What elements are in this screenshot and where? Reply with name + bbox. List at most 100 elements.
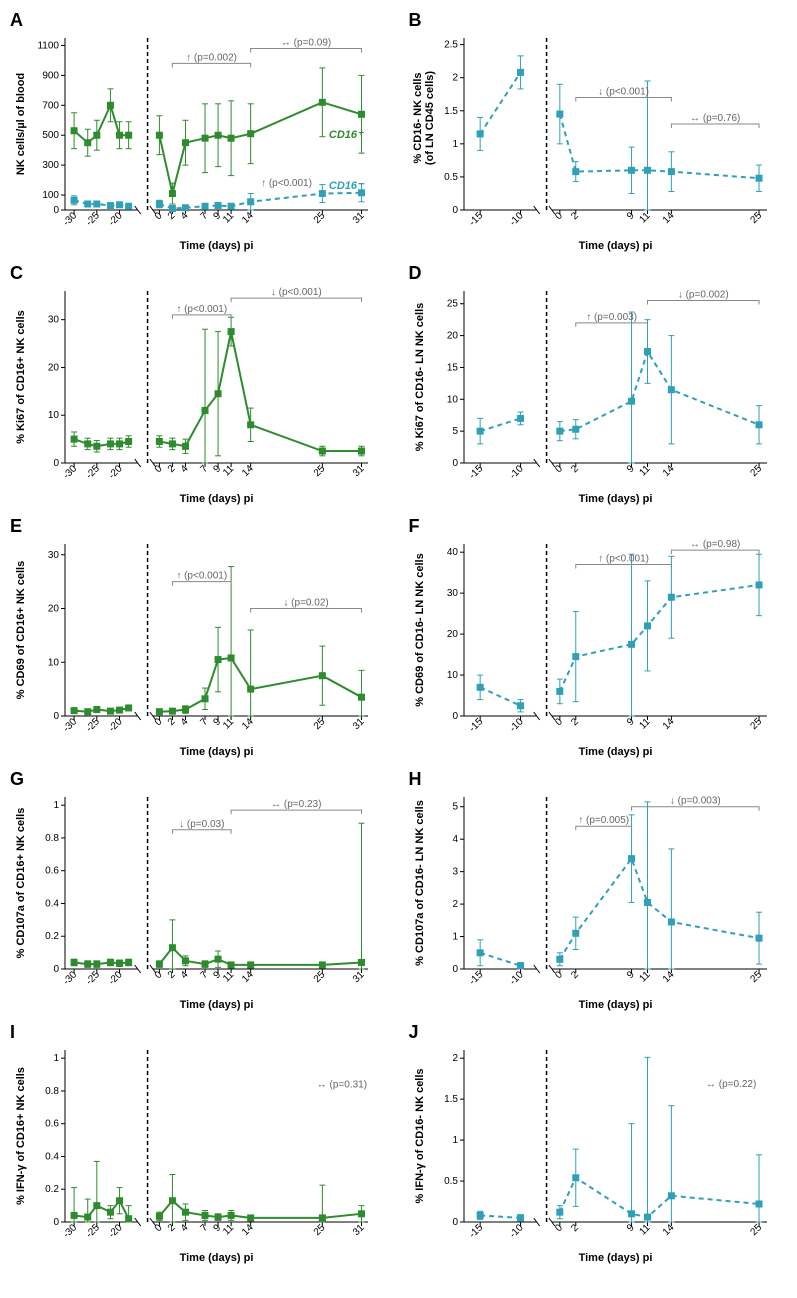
- svg-text:11: 11: [637, 1222, 652, 1237]
- svg-text:0: 0: [53, 964, 59, 975]
- chart-J: 00.511.52-15-10029111425Time (days) pi% …: [409, 1022, 788, 1267]
- svg-text:0.6: 0.6: [45, 866, 59, 877]
- svg-text:1: 1: [53, 800, 59, 811]
- svg-text:↓ (p=0.03): ↓ (p=0.03): [179, 819, 224, 830]
- svg-text:-30: -30: [61, 969, 79, 987]
- svg-text:↑ (p<0.001): ↑ (p<0.001): [598, 553, 649, 564]
- svg-text:9: 9: [624, 1222, 636, 1234]
- svg-text:0: 0: [53, 711, 59, 722]
- svg-text:↔ (p=0.76): ↔ (p=0.76): [690, 113, 740, 124]
- svg-text:↑ (p<0.001): ↑ (p<0.001): [176, 571, 227, 582]
- svg-text:7: 7: [198, 716, 210, 728]
- svg-text:-15: -15: [467, 1222, 485, 1240]
- svg-text:10: 10: [48, 657, 60, 668]
- svg-text:↑ (p<0.001): ↑ (p<0.001): [261, 178, 312, 189]
- svg-text:-20: -20: [107, 716, 125, 734]
- svg-text:1: 1: [452, 1135, 458, 1146]
- chart-C: 0102030-30-25-200247911142531Time (days)…: [10, 263, 389, 508]
- svg-text:↑ (p=0.002): ↑ (p=0.002): [186, 52, 237, 63]
- svg-text:-30: -30: [61, 1222, 79, 1240]
- svg-text:↓ (p<0.001): ↓ (p<0.001): [598, 87, 649, 98]
- svg-text:40: 40: [446, 547, 458, 558]
- svg-text:↔ (p=0.23): ↔ (p=0.23): [271, 799, 321, 810]
- svg-text:2: 2: [569, 210, 581, 222]
- svg-text:2: 2: [166, 969, 178, 981]
- svg-text:-25: -25: [84, 1222, 102, 1240]
- svg-text:1: 1: [53, 1053, 59, 1064]
- svg-text:11: 11: [637, 716, 652, 731]
- panel-label-E: E: [10, 516, 22, 537]
- svg-text:-10: -10: [507, 210, 525, 228]
- svg-text:31: 31: [351, 969, 367, 985]
- svg-text:9: 9: [624, 210, 636, 222]
- svg-text:14: 14: [660, 210, 676, 226]
- svg-text:-25: -25: [84, 716, 102, 734]
- svg-text:0: 0: [53, 205, 59, 216]
- svg-text:10: 10: [446, 670, 458, 681]
- svg-text:0: 0: [153, 1222, 165, 1234]
- svg-text:11: 11: [221, 463, 236, 478]
- chart-G: 00.20.40.60.81-30-25-200247911142531Time…: [10, 769, 389, 1014]
- panel-D: D0510152025-15-10029111425Time (days) pi…: [409, 263, 788, 508]
- svg-text:15: 15: [446, 362, 458, 373]
- svg-text:4: 4: [179, 463, 191, 475]
- svg-text:0: 0: [53, 458, 59, 469]
- svg-text:14: 14: [240, 716, 256, 732]
- svg-text:2: 2: [569, 716, 581, 728]
- chart-H: 012345-15-10029111425Time (days) pi% CD1…: [409, 769, 788, 1014]
- svg-text:14: 14: [240, 210, 256, 226]
- chart-A: 01003005007009001100-30-25-2002479111425…: [10, 10, 389, 255]
- svg-text:30: 30: [446, 588, 458, 599]
- svg-text:7: 7: [198, 1222, 210, 1234]
- svg-text:1: 1: [452, 932, 458, 943]
- svg-text:↓ (p=0.003): ↓ (p=0.003): [669, 796, 720, 807]
- svg-text:14: 14: [660, 463, 676, 479]
- svg-text:Time (days) pi: Time (days) pi: [578, 1252, 652, 1264]
- svg-text:CD16⁻: CD16⁻: [329, 180, 364, 192]
- svg-text:25: 25: [312, 1222, 328, 1238]
- svg-text:0: 0: [153, 716, 165, 728]
- chart-F: 010203040-15-10029111425Time (days) pi% …: [409, 516, 788, 761]
- svg-text:↔ (p=0.09): ↔ (p=0.09): [281, 37, 331, 48]
- svg-text:31: 31: [351, 1222, 367, 1238]
- svg-text:14: 14: [660, 1222, 676, 1238]
- svg-text:0: 0: [53, 1217, 59, 1228]
- svg-text:25: 25: [748, 463, 764, 479]
- svg-text:11: 11: [637, 463, 652, 478]
- svg-text:0.2: 0.2: [45, 1184, 59, 1195]
- svg-text:1.5: 1.5: [444, 1094, 458, 1105]
- svg-text:-20: -20: [107, 210, 125, 228]
- svg-text:30: 30: [48, 550, 60, 561]
- svg-text:20: 20: [446, 629, 458, 640]
- svg-text:↓ (p=0.002): ↓ (p=0.002): [677, 290, 728, 301]
- panel-label-A: A: [10, 10, 23, 31]
- svg-text:11: 11: [221, 210, 236, 225]
- svg-text:-25: -25: [84, 969, 102, 987]
- panel-label-F: F: [409, 516, 420, 537]
- svg-text:0: 0: [452, 458, 458, 469]
- panel-B: B00.511.522.5-15-10029111425Time (days) …: [409, 10, 788, 255]
- svg-text:14: 14: [240, 1222, 256, 1238]
- svg-text:20: 20: [48, 604, 60, 615]
- svg-text:31: 31: [351, 463, 367, 479]
- svg-text:0: 0: [452, 205, 458, 216]
- svg-text:14: 14: [240, 463, 256, 479]
- svg-text:11: 11: [221, 969, 236, 984]
- svg-text:3: 3: [452, 867, 458, 878]
- svg-text:4: 4: [179, 210, 191, 222]
- svg-text:2: 2: [166, 463, 178, 475]
- svg-text:-25: -25: [84, 210, 102, 228]
- svg-text:-10: -10: [507, 969, 525, 987]
- svg-text:-15: -15: [467, 716, 485, 734]
- svg-text:2: 2: [452, 899, 458, 910]
- svg-text:31: 31: [351, 716, 367, 732]
- svg-text:0: 0: [553, 1222, 565, 1234]
- svg-text:0.4: 0.4: [45, 898, 59, 909]
- chart-I: 00.20.40.60.81-30-25-200247911142531Time…: [10, 1022, 389, 1267]
- svg-text:-20: -20: [107, 969, 125, 987]
- svg-text:0.5: 0.5: [444, 172, 458, 183]
- svg-text:900: 900: [42, 70, 59, 81]
- svg-text:Time (days) pi: Time (days) pi: [578, 999, 652, 1011]
- svg-text:Time (days) pi: Time (days) pi: [180, 999, 254, 1011]
- panel-label-C: C: [10, 263, 23, 284]
